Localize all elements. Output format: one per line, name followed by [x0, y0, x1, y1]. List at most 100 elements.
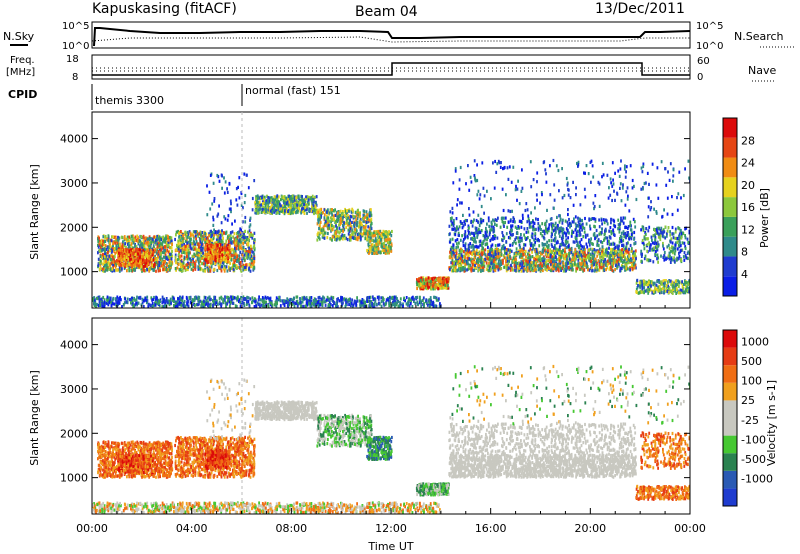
- scatter-cell: [293, 195, 295, 199]
- scatter-cell: [331, 238, 333, 242]
- scatter-cell: [345, 209, 347, 213]
- scatter-cell: [251, 233, 253, 237]
- scatter-cell: [248, 253, 250, 257]
- scatter-cell: [278, 200, 280, 204]
- scatter-cell: [97, 243, 99, 247]
- scatter-cell: [257, 208, 260, 212]
- scatter-cell: [148, 266, 151, 270]
- scatter-cell: [383, 250, 385, 254]
- scatter-cell: [127, 252, 130, 256]
- scatter-cell: [161, 237, 164, 241]
- scatter-cell: [152, 244, 155, 248]
- scatter-cell: [298, 202, 300, 206]
- scatter-cell: [193, 242, 196, 246]
- scatter-cell: [158, 244, 161, 248]
- scatter-cell: [169, 261, 172, 265]
- scatter-cell: [144, 238, 147, 242]
- scatter-cell: [337, 230, 339, 234]
- scatter-cell: [100, 238, 103, 242]
- scatter-cell: [238, 265, 241, 269]
- scatter-cell: [319, 211, 322, 215]
- scatter-cell: [311, 198, 314, 202]
- scatter-cell: [118, 269, 121, 273]
- scatter-cell: [111, 235, 113, 239]
- scatter-cell: [167, 234, 169, 239]
- scatter-cell: [174, 267, 177, 271]
- scatter-cell: [265, 201, 267, 205]
- scatter-cell: [118, 249, 121, 253]
- scatter-cell: [202, 268, 204, 272]
- scatter-cell: [537, 255, 539, 259]
- scatter-cell: [212, 245, 214, 249]
- scatter-cell: [121, 253, 124, 257]
- scatter-cell: [225, 253, 227, 257]
- scatter-cell: [175, 230, 178, 234]
- scatter-cell: [292, 210, 294, 214]
- scatter-cell: [280, 207, 282, 211]
- scatter-cell: [204, 240, 206, 244]
- scatter-cell: [555, 255, 557, 259]
- scatter-cell: [370, 222, 373, 226]
- scatter-cell: [256, 194, 259, 198]
- scatter-cell: [143, 244, 146, 248]
- scatter-cell: [124, 265, 127, 269]
- scatter-cell: [330, 223, 332, 227]
- scatter-cell: [199, 251, 202, 255]
- scatter-cell: [276, 201, 279, 205]
- scatter-cell: [330, 228, 333, 232]
- scatter-cell: [103, 239, 105, 243]
- scatter-cell: [103, 249, 106, 253]
- scatter-cell: [103, 255, 106, 259]
- scatter-cell: [325, 210, 328, 214]
- scatter-cell: [126, 235, 129, 239]
- scatter-cell: [318, 227, 320, 231]
- scatter-cell: [374, 243, 377, 247]
- scatter-cell: [207, 260, 210, 264]
- scatter-cell: [219, 233, 222, 237]
- scatter-cell: [134, 264, 137, 268]
- scatter-cell: [119, 248, 122, 252]
- scatter-cell: [151, 263, 154, 267]
- scatter-cell: [178, 257, 181, 261]
- scatter-cell: [100, 241, 103, 245]
- scatter-cell: [125, 260, 128, 264]
- scatter-cell: [112, 265, 114, 269]
- scatter-cell: [180, 241, 183, 245]
- scatter-cell: [290, 208, 292, 212]
- scatter-cell: [152, 251, 155, 255]
- scatter-cell: [104, 234, 107, 239]
- scatter-cell: [117, 261, 120, 265]
- scatter-cell: [302, 210, 304, 214]
- scatter-cell: [169, 235, 171, 240]
- scatter-cell: [100, 245, 102, 250]
- scatter-cell: [316, 238, 319, 242]
- scatter-cell: [199, 257, 202, 261]
- scatter-cell: [287, 198, 290, 202]
- scatter-cell: [110, 246, 113, 250]
- scatter-cell: [507, 248, 510, 252]
- scatter-cell: [362, 232, 365, 236]
- scatter-cell: [277, 207, 280, 211]
- scatter-cell: [154, 240, 157, 244]
- scatter-cell: [255, 197, 257, 201]
- scatter-cell: [198, 265, 201, 269]
- scatter-cell: [311, 194, 314, 198]
- scatter-cell: [256, 209, 259, 213]
- scatter-cell: [166, 248, 169, 252]
- scatter-cell: [253, 260, 255, 264]
- scatter-cell: [155, 238, 157, 242]
- scatter-cell: [228, 265, 230, 269]
- scatter-cell: [295, 211, 297, 215]
- scatter-cell: [285, 201, 288, 205]
- scatter-cell: [179, 255, 181, 259]
- scatter-cell: [346, 216, 349, 220]
- scatter-cell: [186, 251, 189, 255]
- scatter-cell: [390, 234, 393, 238]
- scatter-cell: [225, 259, 227, 263]
- scatter-cell: [189, 231, 192, 235]
- scatter-cell: [359, 232, 361, 236]
- scatter-cell: [98, 241, 101, 245]
- scatter-cell: [132, 249, 134, 253]
- scatter-cell: [418, 284, 420, 288]
